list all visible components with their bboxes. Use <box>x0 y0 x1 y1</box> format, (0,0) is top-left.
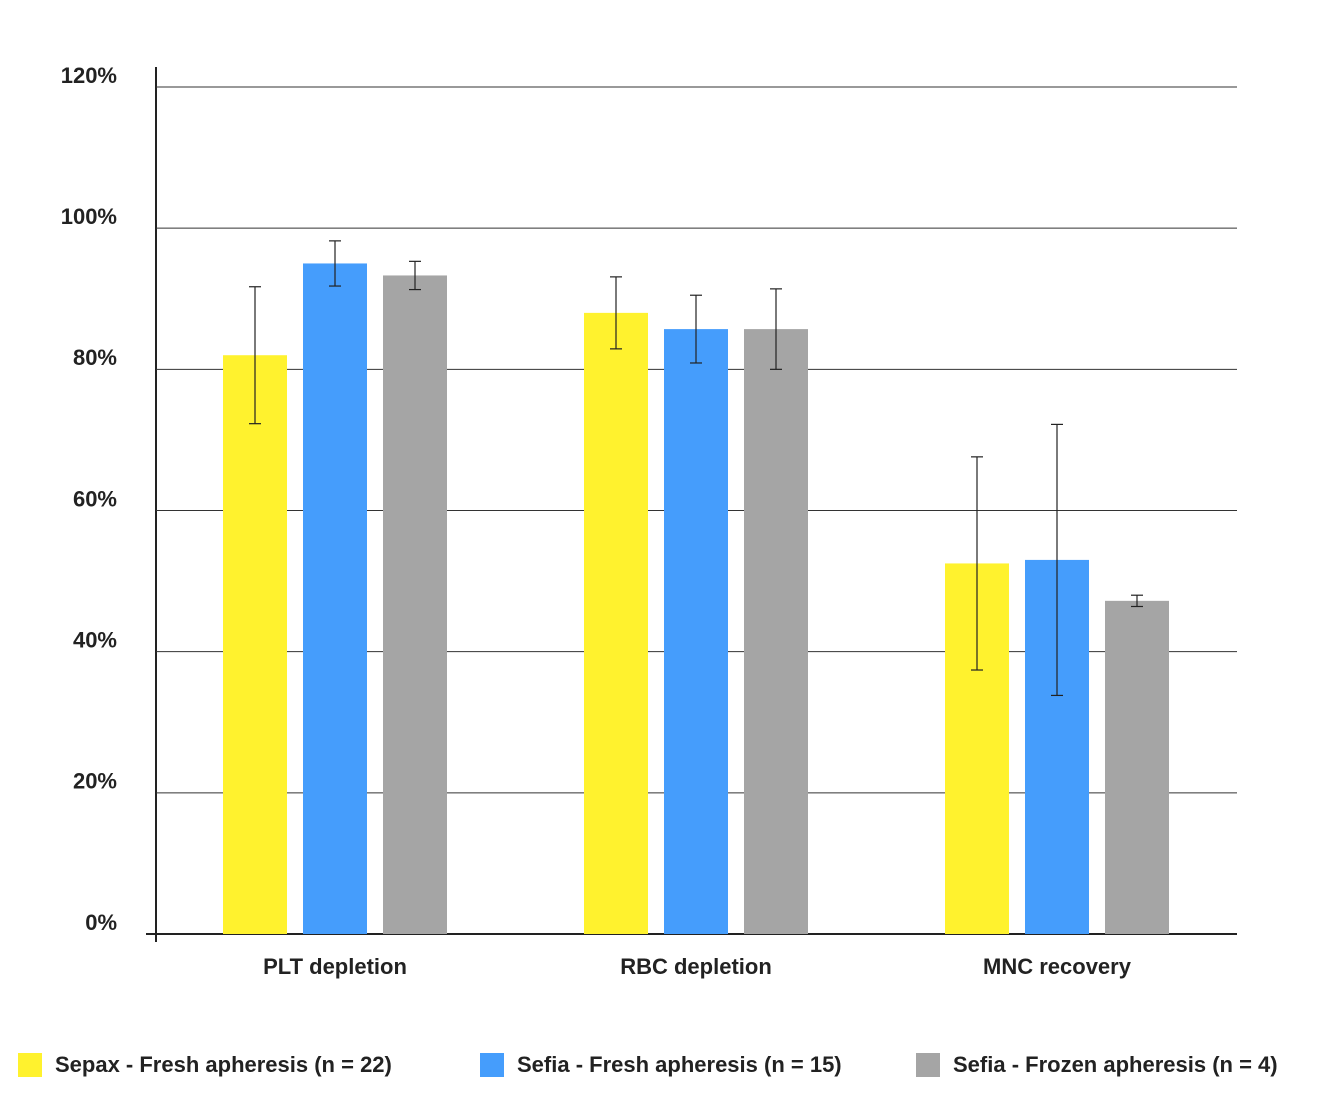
bar <box>744 329 808 934</box>
bar <box>223 355 287 934</box>
y-tick-label: 80% <box>73 345 117 370</box>
y-tick-label: 0% <box>85 910 117 935</box>
error-bar <box>770 288 782 370</box>
error-bar <box>610 276 622 350</box>
error-bar <box>409 260 421 291</box>
error-bar <box>971 456 983 671</box>
error-bar <box>690 294 702 364</box>
bar <box>303 263 367 934</box>
legend-swatch <box>916 1053 940 1077</box>
error-bar <box>249 286 261 425</box>
legend-label: Sefia - Frozen apheresis (n = 4) <box>953 1052 1278 1077</box>
bar <box>584 312 648 934</box>
x-tick-label: RBC depletion <box>620 954 772 979</box>
x-tick-label: MNC recovery <box>983 954 1132 979</box>
legend-swatch <box>480 1053 504 1077</box>
legend-label: Sepax - Fresh apheresis (n = 22) <box>55 1052 392 1077</box>
y-tick-label: 120% <box>61 63 117 88</box>
bar <box>383 275 447 934</box>
y-tick-label: 60% <box>73 486 117 511</box>
legend-swatch <box>18 1053 42 1077</box>
error-bar <box>329 240 341 287</box>
x-tick-label: PLT depletion <box>263 954 407 979</box>
bar <box>1105 600 1169 934</box>
y-tick-label: 100% <box>61 204 117 229</box>
error-bar <box>1051 423 1063 697</box>
y-tick-label: 40% <box>73 627 117 652</box>
bar <box>664 329 728 934</box>
error-bar <box>1131 594 1143 608</box>
y-tick-label: 20% <box>73 769 117 794</box>
legend-label: Sefia - Fresh apheresis (n = 15) <box>517 1052 842 1077</box>
